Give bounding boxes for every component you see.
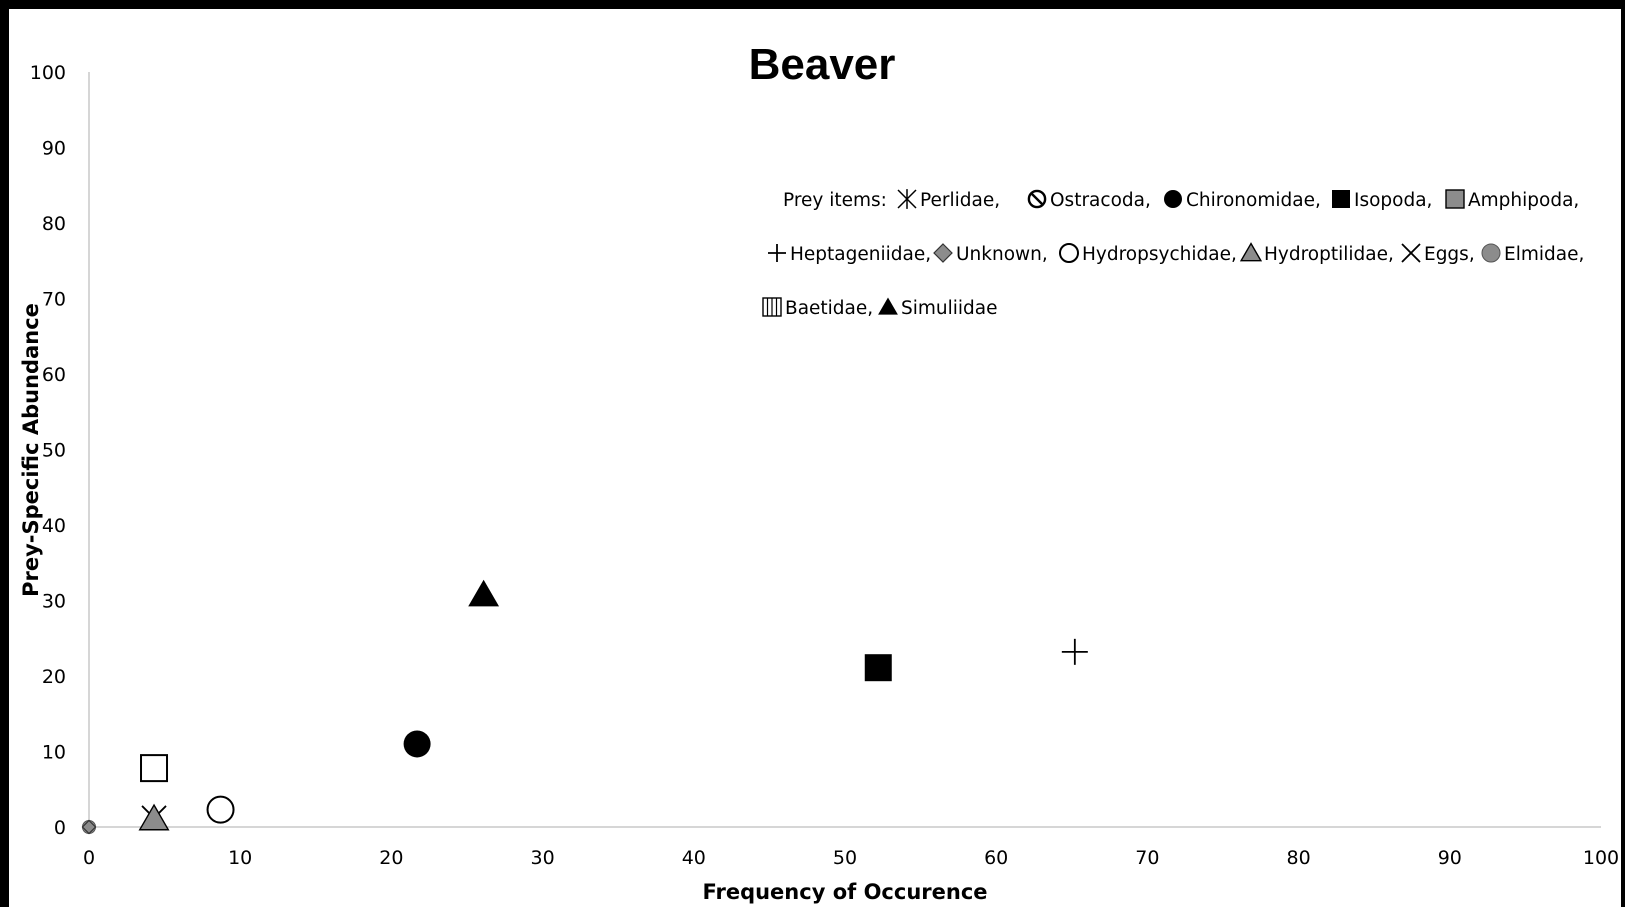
y-tick-label: 40 bbox=[42, 515, 66, 537]
legend-marker-gray-square bbox=[1445, 189, 1465, 209]
legend-entry-label: Baetidae, bbox=[785, 298, 873, 319]
legend-prefix: Prey items: bbox=[783, 190, 887, 211]
data-point-filled-triangle bbox=[468, 579, 500, 607]
data-point-gray-diamond bbox=[81, 819, 97, 835]
data-point-gray-triangle bbox=[138, 803, 170, 831]
legend-marker-plus bbox=[768, 244, 786, 262]
legend-marker-filled-circle bbox=[1164, 190, 1182, 208]
legend-entry-label: Ostracoda, bbox=[1050, 190, 1151, 211]
legend-entry-label: Heptageniidae, bbox=[790, 244, 931, 265]
y-axis-label: Prey-Specific Abundance bbox=[19, 303, 43, 597]
data-points bbox=[81, 579, 1088, 835]
y-tick-label: 60 bbox=[42, 364, 66, 386]
legend-marker-gray-triangle bbox=[1239, 242, 1263, 262]
y-tick-label: 30 bbox=[42, 591, 66, 613]
x-tick-label: 40 bbox=[682, 847, 706, 869]
legend-entry-label: Chironomidae, bbox=[1186, 190, 1321, 211]
legend-marker-x bbox=[1401, 243, 1421, 263]
y-tick-label: 90 bbox=[42, 138, 66, 160]
legend-entry-label: Eggs, bbox=[1424, 244, 1475, 265]
legend-marker-striped-square bbox=[762, 297, 782, 317]
legend-entry-label: Hydroptilidae, bbox=[1264, 244, 1394, 265]
data-point-plus bbox=[1061, 638, 1088, 665]
axes bbox=[88, 72, 1601, 828]
x-tick-label: 100 bbox=[1583, 847, 1619, 869]
legend-marker-filled-triangle bbox=[878, 297, 898, 315]
y-tick-label: 70 bbox=[42, 289, 66, 311]
y-tick-label: 100 bbox=[30, 62, 66, 84]
legend-entry-label: Elmidae, bbox=[1504, 244, 1584, 265]
x-axis-label: Frequency of Occurence bbox=[702, 880, 987, 904]
legend-entry-label: Perlidae, bbox=[920, 190, 1000, 211]
data-point-open-circle bbox=[206, 795, 235, 824]
x-tick-labels: 0 10 20 30 40 50 60 70 80 90 100 bbox=[83, 847, 1619, 869]
y-tick-label: 10 bbox=[42, 742, 66, 764]
chart-title: Beaver bbox=[749, 40, 896, 89]
legend-entry-label: Amphipoda, bbox=[1468, 190, 1579, 211]
x-tick-label: 90 bbox=[1438, 847, 1462, 869]
legend-marker-slashed-circle bbox=[1027, 189, 1047, 209]
x-tick-label: 10 bbox=[228, 847, 252, 869]
x-tick-label: 30 bbox=[531, 847, 555, 869]
y-tick-labels: 0 10 20 30 40 50 60 70 80 90 100 bbox=[30, 62, 66, 839]
x-tick-label: 80 bbox=[1287, 847, 1311, 869]
x-tick-label: 60 bbox=[984, 847, 1008, 869]
data-point-open-square bbox=[140, 754, 169, 783]
legend-marker-open-circle bbox=[1059, 243, 1079, 263]
legend-marker-asterisk bbox=[897, 189, 917, 209]
x-tick-label: 20 bbox=[379, 847, 403, 869]
y-tick-label: 20 bbox=[42, 666, 66, 688]
legend-marker-gray-circle bbox=[1481, 243, 1501, 263]
legend-entry-label: Unknown, bbox=[956, 244, 1048, 265]
legend-marker-gray-diamond bbox=[933, 243, 953, 263]
y-tick-label: 0 bbox=[54, 817, 66, 839]
x-tick-label: 50 bbox=[833, 847, 857, 869]
x-tick-label: 70 bbox=[1135, 847, 1159, 869]
data-point-filled-square bbox=[864, 654, 892, 682]
y-tick-label: 80 bbox=[42, 213, 66, 235]
legend-entry-label: Simuliidae bbox=[901, 298, 998, 319]
x-tick-label: 0 bbox=[83, 847, 95, 869]
legend-marker-filled-square bbox=[1332, 190, 1350, 208]
y-tick-label: 50 bbox=[42, 440, 66, 462]
legend: Prey items: Perlidae, Ostracoda, Chironomid… bbox=[762, 189, 1584, 319]
legend-entry-label: Hydropsychidae, bbox=[1082, 244, 1237, 265]
data-point-filled-circle bbox=[403, 730, 431, 758]
legend-entry-label: Isopoda, bbox=[1354, 190, 1432, 211]
